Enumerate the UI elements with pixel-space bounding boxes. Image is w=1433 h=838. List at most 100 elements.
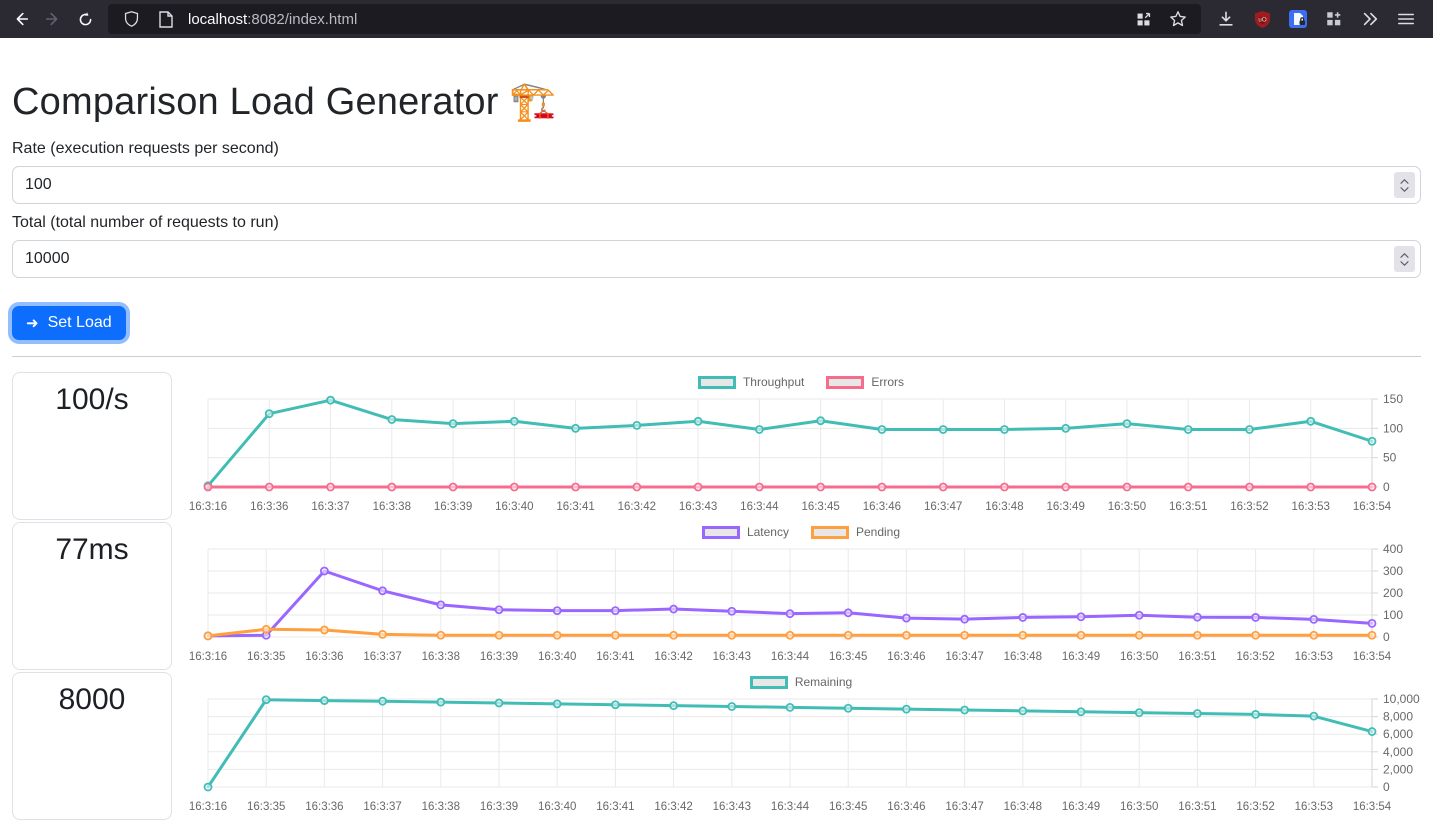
svg-text:16:3:51: 16:3:51 — [1178, 651, 1216, 663]
y-axis-labels: 0 100 200 300 400 — [1372, 543, 1403, 644]
svg-text:16:3:43: 16:3:43 — [713, 651, 751, 663]
svg-text:uO: uO — [1258, 16, 1266, 23]
page-icon[interactable] — [153, 6, 179, 32]
bookmark-star-icon[interactable] — [1165, 6, 1191, 32]
chart-row: 100/s Throughput Errors 0 50 100 150 16:3:16 16:… — [12, 371, 1421, 521]
svg-text:16:3:53: 16:3:53 — [1295, 801, 1333, 813]
x-axis-labels: 16:3:16 16:3:35 16:3:36 16:3:37 16:3:38 16:3:… — [189, 651, 1392, 663]
svg-text:0: 0 — [1383, 480, 1390, 494]
grid-lines — [207, 398, 1373, 488]
chart-area: Latency Pending 0 100 200 300 400 16:3:16 16:3:3… — [172, 521, 1426, 671]
tracking-shield-icon[interactable] — [118, 6, 144, 32]
svg-text:16:3:48: 16:3:48 — [1004, 801, 1042, 813]
legend-label: Latency — [746, 525, 789, 539]
set-load-button[interactable]: ➜ Set Load — [12, 306, 126, 340]
svg-text:16:3:38: 16:3:38 — [422, 801, 460, 813]
chart-legend: Throughput Errors — [697, 371, 904, 393]
divider — [12, 356, 1421, 357]
svg-text:16:3:16: 16:3:16 — [189, 501, 227, 513]
svg-text:16:3:43: 16:3:43 — [713, 801, 751, 813]
stat-card: 100/s — [12, 372, 172, 520]
svg-text:16:3:37: 16:3:37 — [311, 501, 349, 513]
legend-item-errors[interactable]: Errors — [826, 375, 904, 389]
extensions-icon[interactable] — [1317, 6, 1351, 32]
svg-text:16:3:44: 16:3:44 — [771, 801, 810, 813]
legend-swatch — [749, 675, 788, 689]
grid-open-icon[interactable] — [1130, 6, 1156, 32]
svg-text:2,000: 2,000 — [1383, 762, 1413, 776]
total-label: Total (total number of requests to run) — [12, 214, 279, 231]
svg-text:6,000: 6,000 — [1383, 727, 1413, 741]
stat-card: 8000 — [12, 672, 172, 820]
ublock-extension-icon[interactable]: uO — [1245, 6, 1279, 32]
total-stepper[interactable] — [1394, 246, 1415, 272]
legend-label: Throughput — [742, 375, 805, 389]
svg-text:100: 100 — [1383, 421, 1403, 435]
svg-text:0: 0 — [1383, 780, 1390, 794]
svg-text:100: 100 — [1383, 608, 1403, 622]
chart-row: 77ms Latency Pending 0 100 200 300 400 16:3:16 16… — [12, 521, 1421, 671]
page-title-text: Comparison Load Generator — [12, 81, 499, 123]
legend-item-pending[interactable]: Pending — [810, 525, 900, 539]
overflow-chevrons-icon[interactable] — [1353, 6, 1387, 32]
svg-text:16:3:53: 16:3:53 — [1295, 651, 1333, 663]
url-text[interactable]: localhost:8082/index.html — [188, 11, 1121, 28]
legend-swatch — [826, 375, 865, 389]
svg-text:16:3:47: 16:3:47 — [945, 651, 983, 663]
y-axis-labels: 0 50 100 150 — [1372, 393, 1403, 494]
svg-text:16:3:41: 16:3:41 — [596, 651, 634, 663]
reload-icon[interactable] — [70, 4, 100, 34]
chart-canvas[interactable]: 0 2,000 4,000 6,000 8,000 10,000 16:3:16 16:3:3… — [176, 693, 1426, 821]
url-path: :8082/index.html — [247, 10, 358, 28]
svg-text:16:3:46: 16:3:46 — [887, 801, 925, 813]
y-axis-labels: 0 2,000 4,000 6,000 8,000 10,000 — [1372, 693, 1420, 794]
svg-text:16:3:37: 16:3:37 — [363, 651, 401, 663]
svg-text:16:3:52: 16:3:52 — [1236, 651, 1274, 663]
svg-text:16:3:54: 16:3:54 — [1353, 501, 1392, 513]
series-throughput — [203, 395, 1377, 491]
chart-legend: Latency Pending — [701, 521, 900, 543]
legend-item-latency[interactable]: Latency — [701, 525, 789, 539]
total-input[interactable] — [12, 240, 1421, 278]
chart-canvas[interactable]: 0 100 200 300 400 16:3:16 16:3:35 16:3:36 16:3:3… — [176, 543, 1426, 671]
set-load-label: Set Load — [47, 314, 112, 331]
url-host: localhost — [188, 10, 248, 28]
chart-row: 8000 Remaining 0 2,000 4,000 6,000 8,000 10,000… — [12, 671, 1421, 821]
url-bar[interactable]: localhost:8082/index.html — [108, 4, 1201, 34]
svg-text:16:3:52: 16:3:52 — [1230, 501, 1268, 513]
back-icon[interactable] — [6, 4, 36, 34]
series-errors — [203, 482, 1377, 492]
chart-area: Remaining 0 2,000 4,000 6,000 8,000 10,000 16:3… — [172, 671, 1426, 821]
download-icon[interactable] — [1209, 6, 1243, 32]
svg-text:16:3:36: 16:3:36 — [305, 801, 343, 813]
svg-text:400: 400 — [1383, 543, 1403, 556]
legend-label: Remaining — [794, 675, 853, 689]
svg-text:16:3:48: 16:3:48 — [1004, 651, 1042, 663]
menu-icon[interactable] — [1389, 6, 1423, 32]
svg-text:8,000: 8,000 — [1383, 710, 1413, 724]
legend-item-remaining[interactable]: Remaining — [749, 675, 853, 689]
svg-text:16:3:40: 16:3:40 — [538, 651, 576, 663]
legend-item-throughput[interactable]: Throughput — [697, 375, 805, 389]
rate-stepper[interactable] — [1394, 172, 1415, 198]
svg-text:16:3:50: 16:3:50 — [1120, 801, 1158, 813]
forward-icon[interactable] — [38, 4, 68, 34]
series-pending — [203, 624, 1377, 641]
legend-swatch — [701, 525, 740, 539]
svg-text:16:3:42: 16:3:42 — [654, 651, 692, 663]
svg-text:16:3:39: 16:3:39 — [480, 801, 518, 813]
svg-text:300: 300 — [1383, 564, 1403, 578]
svg-text:16:3:43: 16:3:43 — [679, 501, 717, 513]
svg-text:10,000: 10,000 — [1383, 693, 1420, 706]
legend-label: Errors — [871, 375, 905, 389]
rate-label: Rate (execution requests per second) — [12, 140, 279, 157]
x-axis-labels: 16:3:16 16:3:36 16:3:37 16:3:38 16:3:39 16:3:… — [189, 501, 1392, 513]
svg-text:16:3:46: 16:3:46 — [863, 501, 901, 513]
svg-text:16:3:35: 16:3:35 — [247, 651, 285, 663]
rate-input[interactable] — [12, 166, 1421, 204]
chart-legend: Remaining — [749, 671, 853, 693]
privacy-extension-icon[interactable] — [1281, 6, 1315, 32]
chart-area: Throughput Errors 0 50 100 150 16:3:16 16:3:36 1… — [172, 371, 1426, 521]
svg-text:16:3:35: 16:3:35 — [247, 801, 285, 813]
